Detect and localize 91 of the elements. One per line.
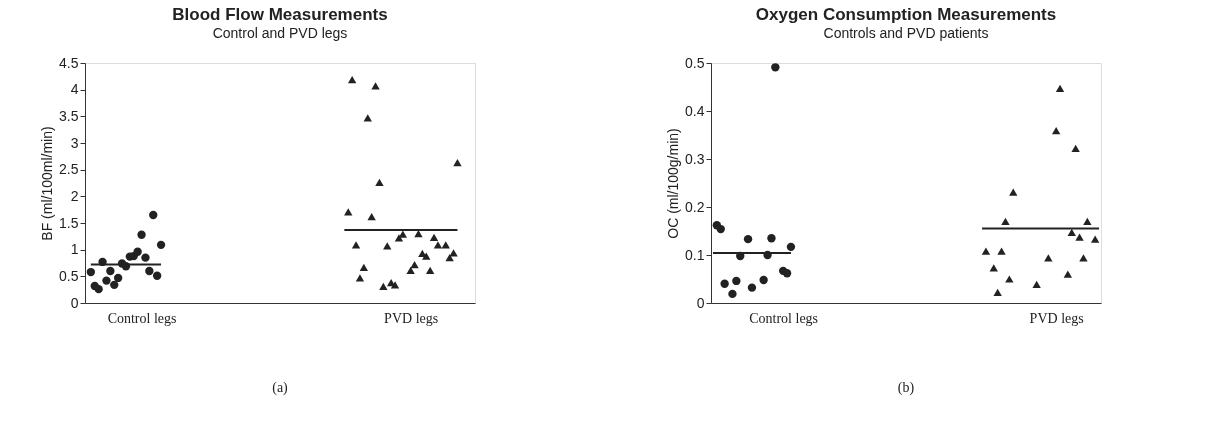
point [1083, 217, 1092, 226]
y-tick-label: 2 [70, 187, 79, 204]
point [347, 75, 357, 84]
y-tick-label: 4.5 [59, 54, 79, 71]
point [1071, 144, 1080, 153]
x-tick-label: Control legs [749, 310, 819, 326]
y-tick-label: 0.2 [685, 198, 705, 215]
y-tick-label: 0.1 [685, 246, 705, 263]
point [453, 159, 462, 167]
point [383, 242, 392, 250]
chart-subtitle: Control and PVD legs [212, 25, 348, 41]
y-tick-label: 3.5 [59, 107, 79, 124]
point [422, 252, 431, 260]
point [981, 247, 991, 255]
point [94, 284, 103, 294]
text: (b) [897, 380, 915, 396]
point [106, 266, 115, 276]
point [759, 275, 768, 285]
point [716, 224, 725, 234]
y-tick-label: 2.5 [59, 161, 79, 178]
point [371, 82, 380, 90]
point [429, 233, 439, 242]
x-tick-label: Control legs [107, 310, 177, 326]
point [394, 234, 404, 242]
point [1051, 127, 1061, 135]
y-tick-label: 1 [70, 241, 79, 258]
point [743, 234, 753, 244]
point [398, 230, 408, 238]
point [732, 276, 741, 286]
point [989, 264, 998, 272]
point [1067, 228, 1076, 237]
point [363, 114, 372, 122]
point [152, 271, 162, 280]
point [1090, 235, 1100, 243]
y-tick-label: 4 [70, 81, 79, 98]
point [145, 266, 154, 276]
point [344, 208, 353, 216]
point [747, 283, 757, 292]
point [359, 263, 369, 271]
point [1055, 84, 1065, 93]
point [375, 178, 384, 187]
chart-title: Blood Flow Measurements [172, 5, 388, 24]
point [133, 247, 142, 256]
point [410, 260, 419, 269]
point [1001, 217, 1010, 226]
point [379, 282, 388, 291]
x-tick-label: PVD legs [384, 310, 439, 326]
point [414, 230, 423, 238]
point [993, 288, 1002, 297]
y-tick-label: 0 [696, 294, 705, 311]
point [1032, 280, 1041, 288]
y-tick-label: 0 [70, 294, 79, 311]
point [110, 280, 119, 290]
point [156, 240, 166, 250]
point [425, 266, 435, 275]
y-tick-label: 3 [70, 134, 79, 151]
point [771, 63, 780, 72]
point [149, 210, 158, 220]
point [406, 266, 415, 275]
x-tick-label: PVD legs [1029, 310, 1084, 326]
y-tick-label: 1.5 [59, 214, 79, 231]
chart-title: Oxygen Consumption Measurements [755, 5, 1057, 24]
point [1005, 275, 1014, 283]
point [1044, 254, 1053, 262]
point [720, 279, 729, 288]
y-tick-label: 0.5 [685, 54, 705, 71]
chart-subtitle: Controls and PVD patients [823, 25, 989, 41]
point [355, 274, 365, 282]
point [728, 289, 737, 299]
y-axis-title: BF (ml/100ml/min) [39, 126, 56, 241]
point [767, 234, 776, 243]
point [1079, 254, 1088, 262]
y-tick-label: 0.4 [685, 102, 705, 119]
y-tick-label: 0.5 [59, 267, 79, 284]
point [367, 212, 376, 221]
text: (a) [272, 380, 289, 396]
y-axis-title: OC (ml/100g/min) [665, 128, 682, 239]
point [782, 269, 792, 278]
point [1009, 188, 1018, 196]
point [1075, 233, 1084, 241]
point [137, 230, 146, 239]
point [997, 247, 1006, 255]
y-tick-label: 0.3 [685, 150, 705, 167]
point [1063, 270, 1073, 278]
point [141, 253, 150, 262]
point [433, 241, 443, 249]
point [86, 267, 96, 277]
point [102, 276, 111, 285]
point [786, 242, 796, 252]
point [113, 273, 123, 283]
point [445, 254, 454, 262]
